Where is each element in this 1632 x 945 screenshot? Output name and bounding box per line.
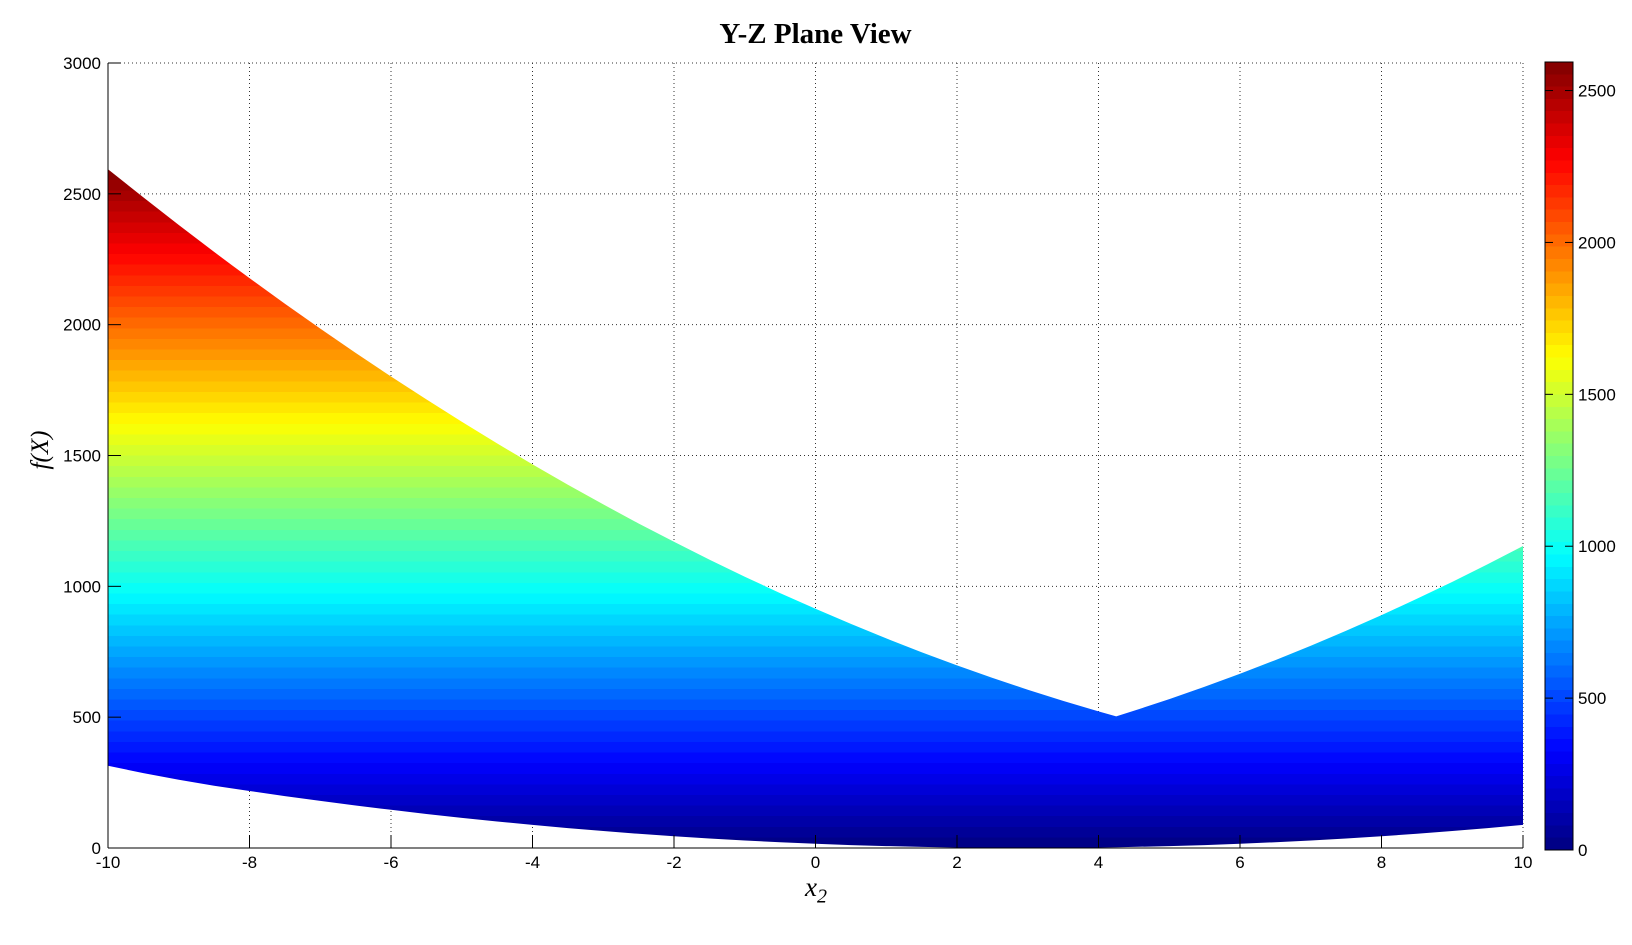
y-tick-label: 0 xyxy=(92,839,101,858)
x-tick-label: 2 xyxy=(952,853,961,872)
x-tick-label: -10 xyxy=(96,853,121,872)
colorbar-tick-label: 500 xyxy=(1578,689,1606,708)
x-tick-label: -4 xyxy=(525,853,540,872)
x-tick-label: -8 xyxy=(242,853,257,872)
colorbar-tick-label: 1500 xyxy=(1578,385,1616,404)
x-axis-label-base: x xyxy=(805,872,817,902)
colorbar-tick-label: 0 xyxy=(1578,841,1587,860)
plot-title: Y-Z Plane View xyxy=(719,18,912,50)
x-tick-label: -2 xyxy=(666,853,681,872)
y-tick-label: 2500 xyxy=(63,185,101,204)
surface-projection-region xyxy=(108,169,1523,848)
y-tick-label: 2000 xyxy=(63,316,101,335)
x-tick-label: 6 xyxy=(1235,853,1244,872)
colorbar-tick-label: 2000 xyxy=(1578,233,1616,252)
x-tick-label: -6 xyxy=(383,853,398,872)
colorbar-tick-label: 2500 xyxy=(1578,82,1616,101)
colorbar-tick-label: 1000 xyxy=(1578,537,1616,556)
x-axis-label-subscript: 2 xyxy=(816,885,827,908)
colorbar-gradient xyxy=(1545,62,1573,850)
x-tick-label: 8 xyxy=(1377,853,1386,872)
colorbar-border xyxy=(1544,61,1574,851)
x-axis-label: x2 xyxy=(805,872,827,908)
y-tick-label: 1500 xyxy=(63,447,101,466)
y-tick-label: 500 xyxy=(73,708,101,727)
x-tick-label: 0 xyxy=(811,853,820,872)
y-tick-label: 1000 xyxy=(63,577,101,596)
x-tick-label: 10 xyxy=(1514,853,1533,872)
x-tick-label: 4 xyxy=(1094,853,1103,872)
y-tick-label: 3000 xyxy=(63,54,101,73)
